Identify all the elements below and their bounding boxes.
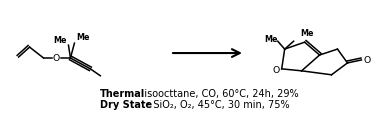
Text: O: O bbox=[272, 66, 279, 75]
Text: O: O bbox=[53, 54, 60, 63]
Text: : SiO₂, O₂, 45°C, 30 min, 75%: : SiO₂, O₂, 45°C, 30 min, 75% bbox=[147, 100, 290, 109]
Text: Thermal: Thermal bbox=[100, 88, 145, 98]
Text: O: O bbox=[364, 56, 371, 65]
Text: : isoocttane, CO, 60°C, 24h, 29%: : isoocttane, CO, 60°C, 24h, 29% bbox=[138, 88, 299, 98]
Text: Me: Me bbox=[77, 32, 90, 41]
Text: Me: Me bbox=[264, 34, 277, 43]
Text: Me: Me bbox=[300, 29, 313, 37]
Text: Dry State: Dry State bbox=[100, 100, 152, 109]
Text: Me: Me bbox=[54, 35, 67, 44]
